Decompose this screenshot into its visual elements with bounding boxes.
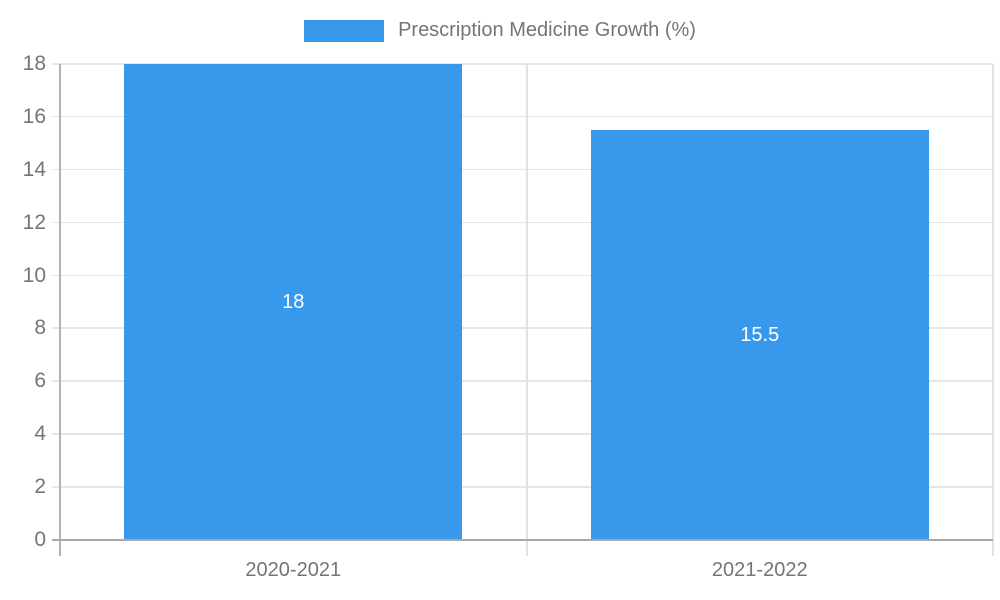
x-axis-baseline <box>52 539 993 541</box>
y-axis-tick-label: 4 <box>34 422 46 446</box>
gridline <box>52 327 993 329</box>
y-axis-tick-label: 10 <box>22 263 46 287</box>
plot-area: 0 2 4 6 8 10 12 14 16 18 18 2020-2021 15.5 2021-2022 <box>23 52 994 581</box>
bar[interactable]: 18 <box>124 64 463 540</box>
y-axis-tick-label: 8 <box>34 316 46 340</box>
y-axis-line <box>59 64 61 556</box>
gridline <box>52 63 993 65</box>
bar-value-label: 18 <box>282 290 305 313</box>
gridline <box>52 433 993 435</box>
legend-label: Prescription Medicine Growth (%) <box>398 19 696 41</box>
y-axis-tick-label: 14 <box>22 157 46 181</box>
gridline <box>52 115 993 118</box>
legend-swatch-icon <box>304 19 385 42</box>
gridline <box>52 380 993 382</box>
bar[interactable]: 15.5 <box>590 130 929 540</box>
x-axis-tick-label: 2020-2021 <box>245 559 342 581</box>
gridline <box>52 168 993 171</box>
plot-right-border <box>992 64 994 556</box>
gridline <box>52 274 993 277</box>
gridline <box>52 221 993 224</box>
y-axis-tick-label: 16 <box>22 104 46 128</box>
legend[interactable]: Prescription Medicine Growth (%) <box>0 19 1000 42</box>
gridline <box>52 486 993 488</box>
y-axis-tick-label: 12 <box>22 210 46 234</box>
bar-value-label: 15.5 <box>740 323 780 346</box>
y-axis-tick-label: 6 <box>34 369 46 393</box>
y-axis-tick-label: 0 <box>34 528 46 551</box>
y-axis-tick-label: 18 <box>22 52 46 75</box>
y-axis-tick-label: 2 <box>34 475 46 499</box>
category-divider-line <box>525 64 528 556</box>
x-axis-tick-label: 2021-2022 <box>711 559 808 581</box>
